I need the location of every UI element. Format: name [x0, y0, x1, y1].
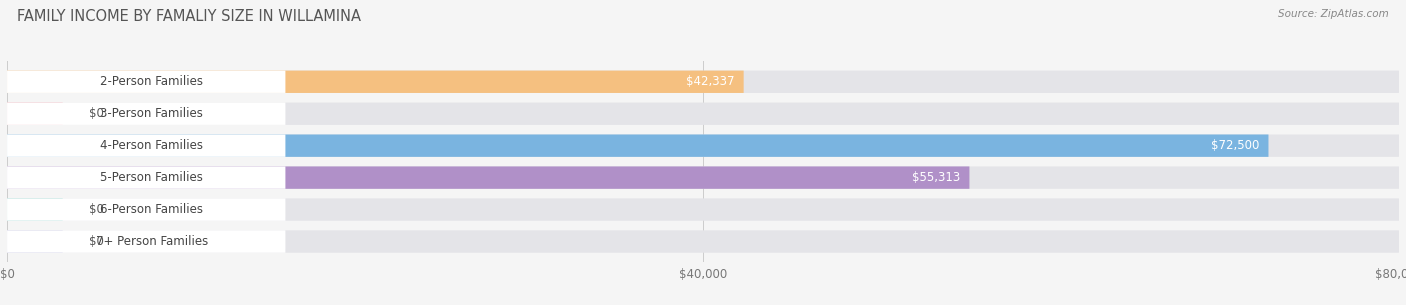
FancyBboxPatch shape	[7, 230, 285, 253]
Text: 2-Person Families: 2-Person Families	[100, 75, 204, 88]
FancyBboxPatch shape	[7, 167, 969, 189]
Text: 3-Person Families: 3-Person Families	[100, 107, 204, 120]
Text: FAMILY INCOME BY FAMALIY SIZE IN WILLAMINA: FAMILY INCOME BY FAMALIY SIZE IN WILLAMI…	[17, 9, 361, 24]
FancyBboxPatch shape	[7, 135, 1399, 157]
Text: 7+ Person Families: 7+ Person Families	[96, 235, 208, 248]
FancyBboxPatch shape	[7, 230, 63, 253]
Text: $0: $0	[89, 235, 104, 248]
Text: $0: $0	[89, 203, 104, 216]
FancyBboxPatch shape	[7, 102, 285, 125]
Text: $55,313: $55,313	[912, 171, 960, 184]
FancyBboxPatch shape	[7, 135, 285, 157]
FancyBboxPatch shape	[7, 70, 744, 93]
Text: 5-Person Families: 5-Person Families	[100, 171, 204, 184]
Text: $0: $0	[89, 107, 104, 120]
FancyBboxPatch shape	[7, 198, 285, 221]
FancyBboxPatch shape	[7, 102, 1399, 125]
FancyBboxPatch shape	[7, 167, 285, 189]
FancyBboxPatch shape	[7, 70, 285, 93]
FancyBboxPatch shape	[7, 70, 1399, 93]
FancyBboxPatch shape	[7, 230, 1399, 253]
Text: $72,500: $72,500	[1212, 139, 1260, 152]
Text: 4-Person Families: 4-Person Families	[100, 139, 204, 152]
FancyBboxPatch shape	[7, 198, 63, 221]
FancyBboxPatch shape	[7, 198, 1399, 221]
FancyBboxPatch shape	[7, 167, 1399, 189]
FancyBboxPatch shape	[7, 102, 63, 125]
FancyBboxPatch shape	[7, 135, 1268, 157]
Text: 6-Person Families: 6-Person Families	[100, 203, 204, 216]
Text: Source: ZipAtlas.com: Source: ZipAtlas.com	[1278, 9, 1389, 19]
Text: $42,337: $42,337	[686, 75, 735, 88]
